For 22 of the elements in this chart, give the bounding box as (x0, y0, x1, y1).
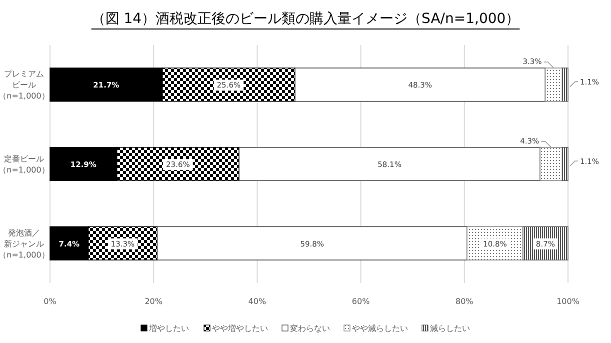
x-tick-label: 80% (456, 297, 474, 306)
chart-title: （図 14）酒税改正後のビール類の購入量イメージ（SA/n=1,000） (91, 11, 520, 27)
x-tick-label: 0% (44, 297, 57, 306)
x-tick-label: 20% (144, 297, 163, 306)
y-tick-label: プレミアムビール（n=1,000） (0, 70, 50, 101)
legend-label: 変わらない (290, 324, 330, 333)
bar (294, 68, 546, 102)
bar (238, 146, 540, 182)
legend-label: やや減らしたい (352, 324, 408, 333)
y-tick-label: 定番ビール（n=1,000） (0, 154, 50, 174)
bar (544, 68, 563, 102)
bar (540, 146, 563, 182)
y-tick-label: 発泡酒／新ジャンル（n=1,000） (0, 228, 50, 260)
x-tick-label: 100% (556, 297, 580, 306)
legend-label: やや増やしたい (212, 324, 268, 333)
x-tick-label: 60% (352, 297, 370, 306)
bar (562, 68, 568, 102)
legend-label: 減らしたい (430, 324, 470, 333)
legend-label: 増やしたい (148, 324, 189, 333)
x-tick-label: 40% (248, 297, 266, 306)
bar (156, 226, 468, 260)
bar (562, 146, 568, 182)
